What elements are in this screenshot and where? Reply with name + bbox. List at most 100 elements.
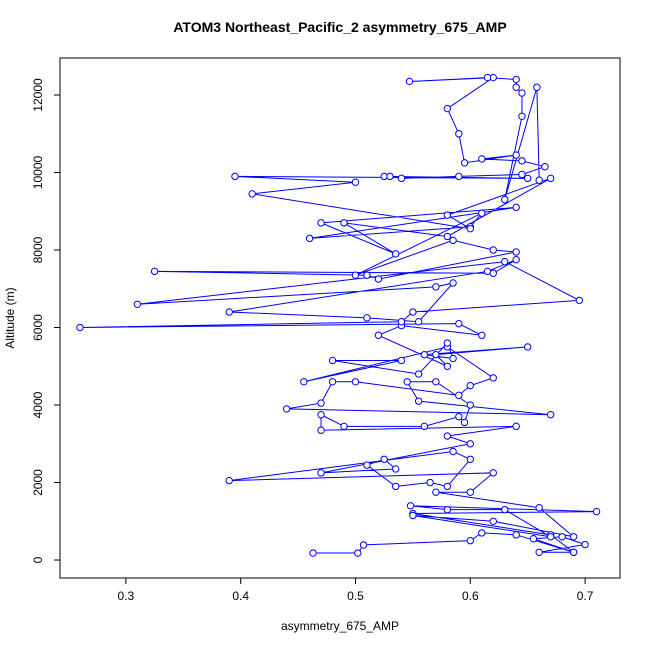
point: [443, 432, 452, 440]
point: [546, 533, 555, 541]
y-tick-label: 10000: [31, 156, 45, 190]
point: [489, 269, 497, 277]
point: [533, 83, 541, 91]
point: [455, 130, 463, 138]
point: [460, 159, 469, 167]
point: [443, 211, 452, 219]
point: [328, 378, 337, 386]
point: [443, 505, 452, 514]
y-tick-label: 8000: [31, 236, 45, 263]
point: [351, 178, 360, 186]
point: [363, 314, 371, 322]
point: [518, 170, 526, 179]
point: [414, 397, 423, 405]
point: [317, 219, 325, 227]
point: [282, 405, 291, 413]
point: [466, 381, 474, 390]
point: [225, 476, 233, 485]
point: [317, 399, 325, 407]
point: [414, 318, 423, 326]
point: [386, 172, 394, 181]
point: [512, 248, 520, 256]
point: [403, 378, 411, 386]
y-tick-label: 2000: [31, 469, 45, 496]
point: [489, 246, 497, 254]
x-axis-label: asymmetry_675_AMP: [281, 619, 399, 633]
point: [351, 271, 360, 279]
point: [512, 75, 520, 84]
point: [449, 236, 457, 245]
point: [354, 549, 362, 557]
point: [405, 77, 414, 86]
point: [546, 411, 555, 419]
point: [512, 422, 520, 431]
x-tick-label: 0.6: [462, 589, 479, 603]
point: [443, 362, 452, 370]
point: [478, 331, 486, 339]
point: [374, 331, 383, 339]
point: [340, 422, 348, 431]
point: [340, 219, 348, 227]
point: [575, 296, 584, 305]
point: [391, 482, 400, 491]
point: [535, 548, 543, 556]
point: [535, 176, 543, 184]
series-line: [79, 76, 597, 554]
point: [512, 83, 520, 91]
y-tick-label: 0: [31, 556, 45, 563]
x-tick-label: 0.5: [347, 589, 364, 603]
point: [420, 350, 429, 359]
point: [363, 461, 371, 469]
point: [359, 541, 368, 549]
point: [523, 343, 532, 351]
point: [317, 426, 325, 434]
y-axis-label: Altitude (m): [3, 287, 17, 348]
x-tick-label: 0.4: [232, 589, 249, 603]
point: [443, 232, 452, 241]
point: [483, 73, 492, 82]
x-tick-label: 0.3: [118, 589, 135, 603]
point: [305, 234, 314, 243]
point: [455, 412, 463, 421]
point: [455, 391, 463, 400]
point: [466, 455, 474, 463]
point: [300, 378, 308, 386]
point: [443, 339, 452, 347]
point: [397, 356, 406, 365]
point: [150, 267, 159, 276]
point: [592, 507, 601, 516]
point: [501, 505, 509, 514]
point: [529, 535, 538, 543]
point: [374, 275, 383, 283]
point: [466, 488, 474, 496]
point: [501, 195, 509, 204]
point: [397, 318, 406, 326]
point: [225, 308, 233, 316]
y-tick-label: 12000: [31, 78, 45, 112]
y-tick-label: 4000: [31, 391, 45, 418]
point: [426, 478, 434, 487]
point: [489, 374, 497, 382]
point: [449, 447, 457, 456]
point: [478, 529, 486, 537]
point: [443, 482, 452, 491]
point: [409, 511, 417, 520]
point: [406, 502, 415, 510]
point: [432, 283, 440, 291]
point: [231, 172, 239, 181]
point: [523, 174, 532, 183]
point: [328, 356, 337, 365]
point: [541, 162, 549, 171]
point: [414, 370, 423, 378]
y-tick-label: 6000: [31, 314, 45, 341]
point: [449, 279, 457, 287]
point: [581, 540, 589, 549]
point: [478, 155, 486, 163]
point: [518, 157, 526, 165]
point: [569, 533, 578, 541]
x-tick-label: 0.7: [577, 589, 594, 603]
point: [432, 488, 440, 496]
point: [466, 401, 474, 409]
